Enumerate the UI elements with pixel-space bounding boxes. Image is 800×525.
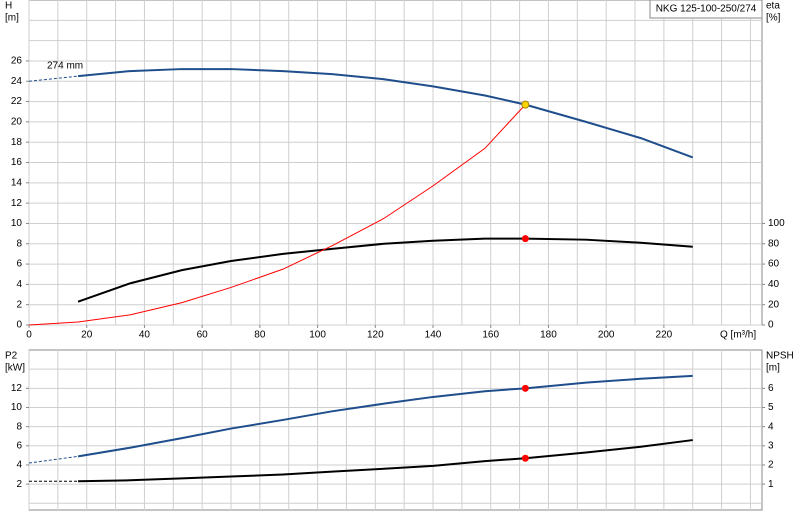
- y-tick-label: 18: [11, 137, 23, 148]
- y2-tick-label: 100: [768, 218, 785, 229]
- curve: [77, 237, 693, 303]
- x-tick-label: 60: [197, 330, 209, 341]
- y-tick-label: 20: [11, 117, 23, 128]
- y2-axis-unit: [m]: [766, 363, 780, 374]
- x-tick-label: 140: [425, 330, 442, 341]
- y2-tick-label: 2: [768, 460, 774, 471]
- curve: [77, 374, 693, 458]
- x-tick-label: 160: [482, 330, 499, 341]
- duty-point: [521, 454, 529, 462]
- y-tick-label: 0: [16, 320, 22, 331]
- y-tick-label: 12: [11, 198, 23, 209]
- y-tick-label: 2: [16, 479, 22, 490]
- y2-tick-label: 80: [768, 238, 780, 249]
- y2-tick-label: 20: [768, 299, 780, 310]
- annotation: 274 mm: [47, 61, 83, 72]
- y2-tick-label: 5: [768, 402, 774, 413]
- y2-tick-label: 60: [768, 259, 780, 270]
- y2-axis-unit: [%]: [766, 13, 781, 24]
- y2-tick-label: 40: [768, 279, 780, 290]
- y-tick-label: 26: [11, 56, 23, 67]
- curve: [78, 439, 693, 483]
- y-axis-unit: [kW]: [5, 363, 25, 374]
- y-tick-label: 12: [11, 383, 23, 394]
- curve: [28, 455, 79, 464]
- y-tick-label: 10: [11, 218, 23, 229]
- duty-point: [521, 100, 530, 109]
- curve: [28, 75, 79, 82]
- y-tick-label: 8: [16, 238, 22, 249]
- x-axis-label: Q [m³/h]: [720, 330, 756, 341]
- y-tick-label: 10: [11, 402, 23, 413]
- plot-area: [28, 349, 763, 511]
- y2-tick-label: 0: [768, 320, 774, 331]
- y-tick-label: 16: [11, 157, 23, 168]
- y-tick-label: 6: [16, 259, 22, 270]
- x-tick-label: 220: [656, 330, 673, 341]
- y-tick-label: 2: [16, 299, 22, 310]
- y-tick-label: 14: [11, 177, 23, 188]
- duty-point: [521, 384, 529, 392]
- curve: [77, 68, 694, 159]
- x-tick-label: 100: [309, 330, 326, 341]
- x-tick-label: 0: [26, 330, 32, 341]
- y-tick-label: 4: [16, 279, 22, 290]
- y2-axis-label: NPSH: [766, 351, 794, 362]
- y2-tick-label: 3: [768, 440, 774, 451]
- y2-tick-label: 1: [768, 479, 774, 490]
- duty-point: [521, 235, 529, 243]
- y2-tick-label: 4: [768, 421, 774, 432]
- y-tick-label: 24: [11, 76, 23, 87]
- title-box: [649, 0, 763, 19]
- y-axis-unit: [m]: [5, 13, 19, 24]
- x-tick-label: 80: [254, 330, 266, 341]
- y-tick-label: 6: [16, 440, 22, 451]
- x-tick-label: 120: [367, 330, 384, 341]
- y-tick-label: 8: [16, 421, 22, 432]
- x-tick-label: 40: [139, 330, 151, 341]
- y-tick-label: 4: [16, 460, 22, 471]
- x-tick-label: 200: [598, 330, 615, 341]
- x-tick-label: 20: [81, 330, 93, 341]
- y-tick-label: 22: [11, 96, 23, 107]
- y-axis-label: P2: [5, 351, 18, 362]
- y2-tick-label: 6: [768, 383, 774, 394]
- curve: [28, 104, 526, 326]
- chart-title: NKG 125-100-250/274: [656, 4, 757, 15]
- y-axis-label: H: [5, 1, 12, 12]
- y2-axis-label: eta: [766, 1, 780, 12]
- x-tick-label: 180: [540, 330, 557, 341]
